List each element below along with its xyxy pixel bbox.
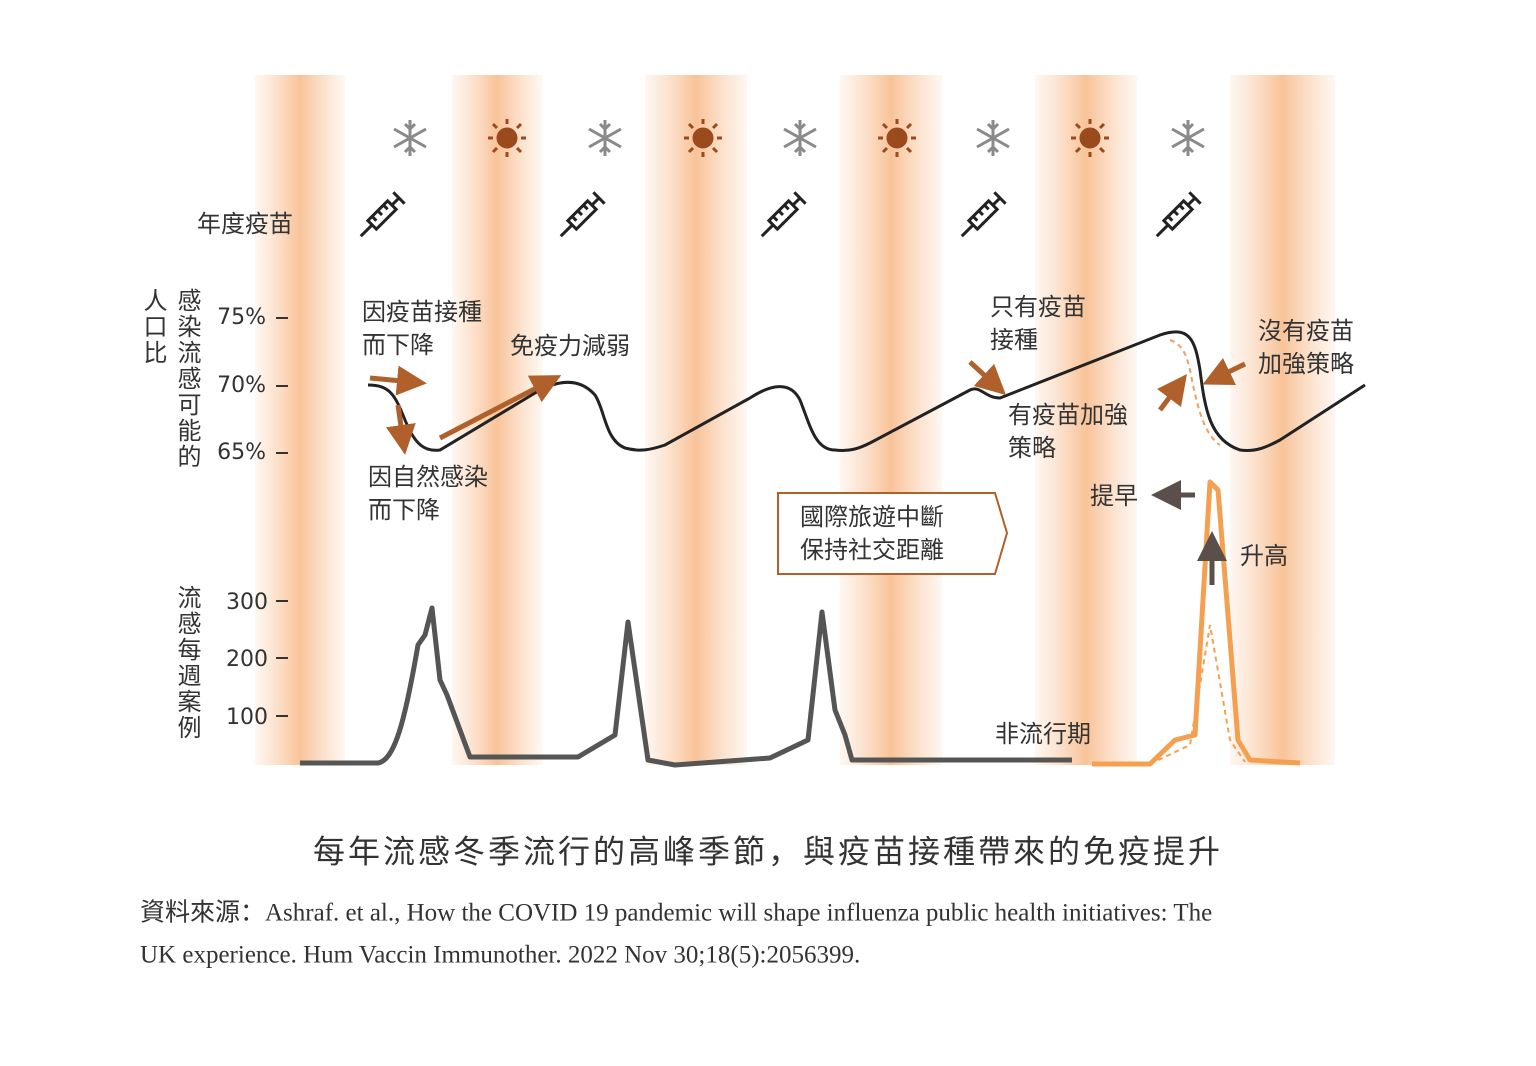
arrows <box>369 357 1247 455</box>
annotation: 升高 <box>1240 542 1288 570</box>
annotation: 因疫苗接種 <box>362 298 482 326</box>
vaccine-label: 年度疫苗 <box>197 210 293 238</box>
annotation: 而下降 <box>368 496 440 524</box>
annotation: 非流行期 <box>995 720 1091 748</box>
annotation: 策略 <box>1008 434 1056 462</box>
booster-curve <box>1169 339 1221 446</box>
annotation: 加強策略 <box>1258 350 1354 378</box>
season-stripes <box>255 75 1335 765</box>
cases-curve-future <box>1092 479 1301 767</box>
tick-label: 70% <box>217 373 266 398</box>
gray-arrows <box>1151 480 1227 585</box>
axis-label: 人口比 <box>139 288 167 366</box>
cases-curve <box>300 605 1072 768</box>
axis-label: 感染流感可能的 <box>173 288 201 470</box>
caption: 每年流感冬季流行的高峰季節，與疫苗接種帶來的免疫提升 <box>313 833 1223 869</box>
tick-label: 65% <box>217 440 266 465</box>
tick-label: 75% <box>217 305 266 330</box>
source: UK experience. Hum Vaccin Immunother. 20… <box>140 942 860 969</box>
box <box>777 492 1009 575</box>
box-text: 國際旅遊中斷 <box>800 503 944 531</box>
cases-curve-dashed <box>1149 624 1246 765</box>
annotation: 提早 <box>1090 482 1138 510</box>
annotation: 因自然感染 <box>368 463 488 491</box>
tick-label: 300 <box>226 590 268 615</box>
annotation: 沒有疫苗 <box>1258 317 1354 345</box>
annotation: 而下降 <box>362 331 434 359</box>
tick-label: 100 <box>226 705 268 730</box>
annotation: 只有疫苗 <box>990 293 1086 321</box>
source: 資料來源：Ashraf. et al., How the COVID 19 pa… <box>140 899 1212 927</box>
annotation: 有疫苗加強 <box>1008 401 1128 429</box>
tick-label: 200 <box>226 647 268 672</box>
box-text: 保持社交距離 <box>800 536 944 564</box>
annotation: 接種 <box>990 326 1038 354</box>
annotations: 因疫苗接種而下降因自然感染而下降免疫力減弱只有疫苗接種有疫苗加強策略沒有疫苗加強… <box>362 293 1354 748</box>
annotation: 免疫力減弱 <box>510 332 630 360</box>
tick-group: 75% 70% 65% 300 200 100 <box>217 305 288 730</box>
axis-label: 流感每週案例 <box>173 585 201 741</box>
